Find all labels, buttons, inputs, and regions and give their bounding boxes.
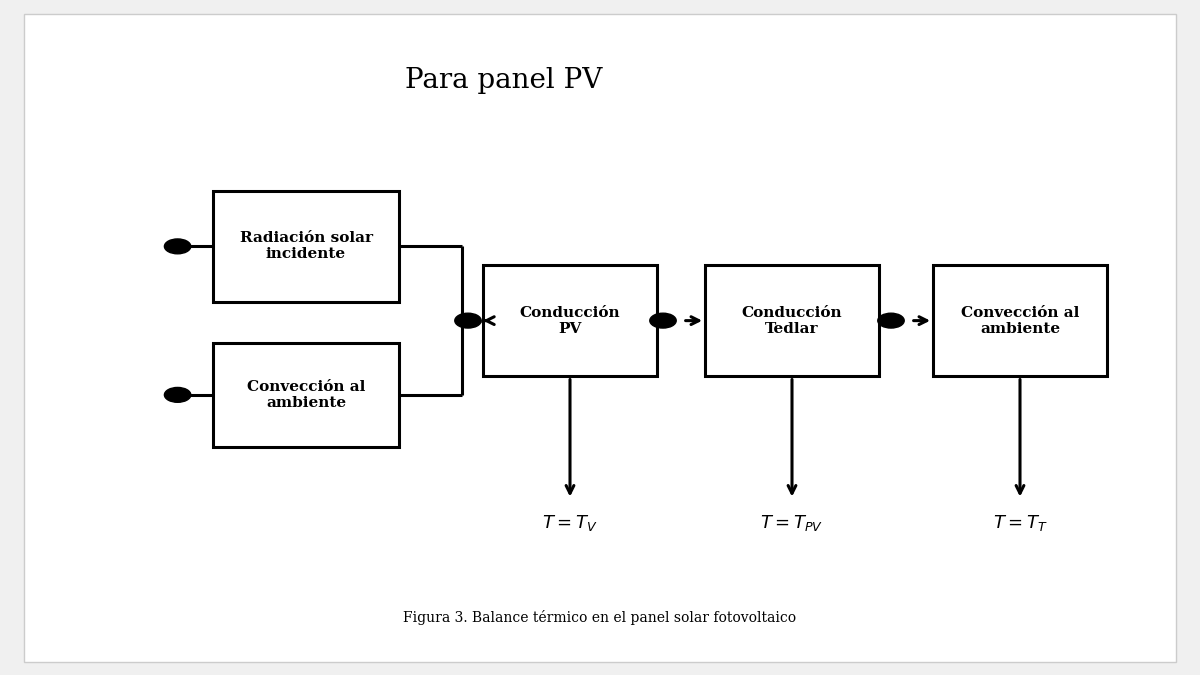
Circle shape	[455, 313, 481, 328]
Text: Conducción
Tedlar: Conducción Tedlar	[742, 306, 842, 335]
Text: Convección al
ambiente: Convección al ambiente	[961, 306, 1079, 335]
Circle shape	[650, 313, 677, 328]
Text: Radiación solar
incidente: Radiación solar incidente	[240, 232, 372, 261]
Text: Para panel PV: Para panel PV	[406, 68, 602, 94]
Bar	[214, 191, 398, 302]
Bar	[214, 343, 398, 448]
Bar	[482, 265, 658, 377]
Bar	[706, 265, 878, 377]
Circle shape	[878, 313, 905, 328]
Text: $T = T_T$: $T = T_T$	[992, 513, 1048, 533]
FancyBboxPatch shape	[24, 14, 1176, 662]
Bar	[934, 265, 1108, 377]
Circle shape	[164, 239, 191, 254]
Text: Convección al
ambiente: Convección al ambiente	[247, 380, 365, 410]
Circle shape	[164, 387, 191, 402]
Text: $T = T_{PV}$: $T = T_{PV}$	[761, 513, 823, 533]
Text: $T = T_V$: $T = T_V$	[542, 513, 598, 533]
Text: Conducción
PV: Conducción PV	[520, 306, 620, 335]
Text: Figura 3. Balance térmico en el panel solar fotovoltaico: Figura 3. Balance térmico en el panel so…	[403, 610, 797, 625]
